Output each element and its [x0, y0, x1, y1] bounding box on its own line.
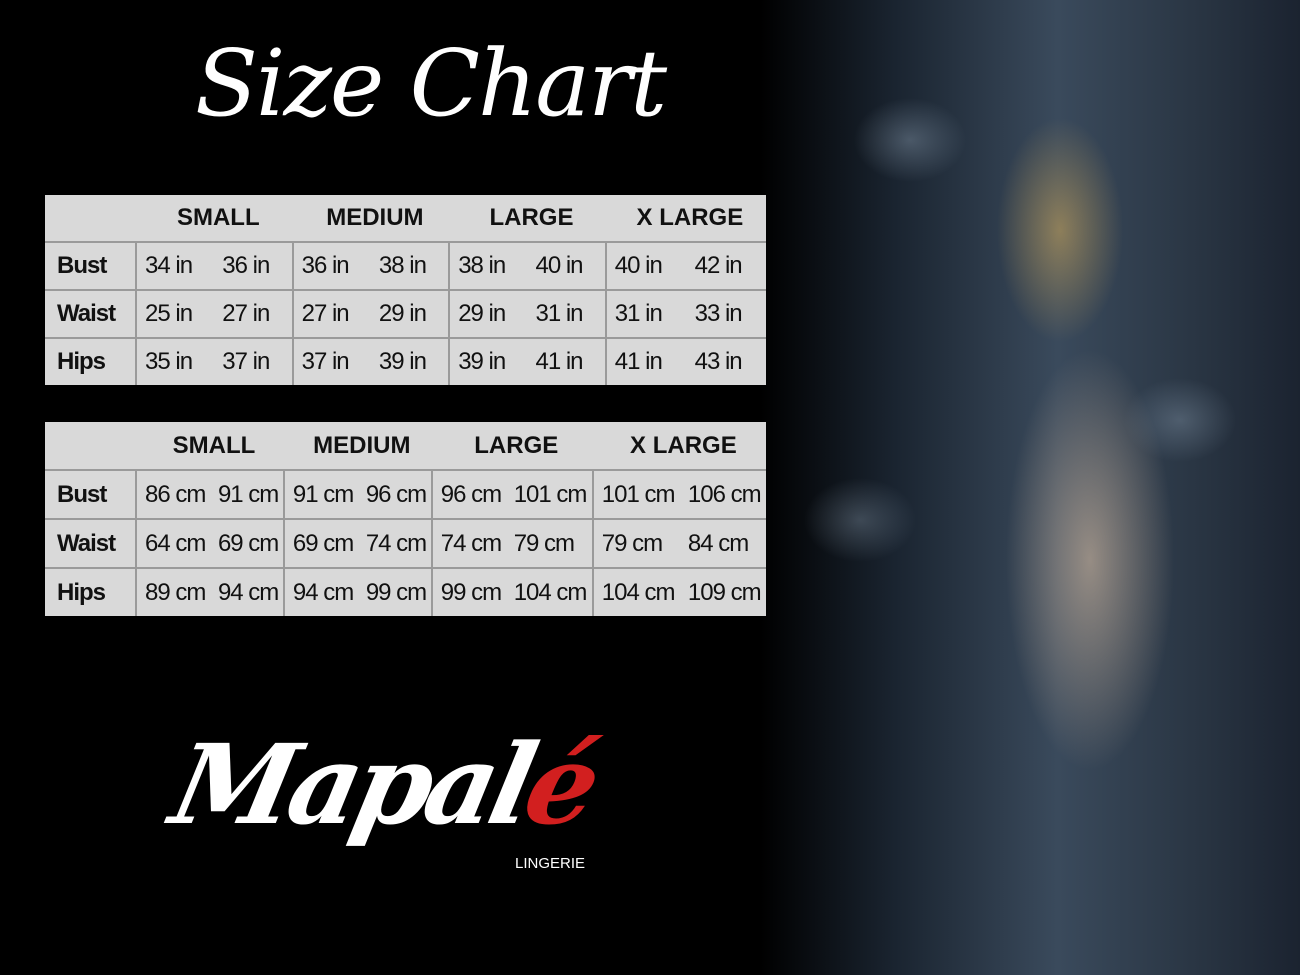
- measurement-cell: 89 cm: [136, 567, 210, 616]
- measurement-cell: 35 in: [136, 337, 215, 385]
- measurement-cell: 69 cm: [209, 518, 285, 568]
- table-row: Bust 34 in 36 in 36 in 38 in 38 in 40 in 40 in 4…: [45, 241, 766, 290]
- brand-logo: Mapalé: [161, 720, 605, 849]
- measurement-cell: 96 cm: [431, 469, 506, 519]
- measurement-cell: 25 in: [136, 289, 215, 338]
- row-label: Bust: [45, 241, 137, 290]
- size-header: X LARGE: [636, 204, 744, 231]
- measurement-cell: 86 cm: [136, 469, 210, 519]
- measurement-cell: 27 in: [214, 289, 294, 338]
- measurement-cell: 37 in: [292, 337, 371, 385]
- size-header: SMALL: [172, 431, 256, 459]
- measurement-cell: 74 cm: [357, 518, 433, 568]
- measurement-cell: 29 in: [449, 289, 528, 338]
- row-label: Bust: [45, 469, 137, 519]
- measurement-cell: 99 cm: [431, 567, 506, 616]
- measurement-cell: 41 in: [527, 337, 607, 385]
- size-table-centimeters: SMALL MEDIUM LARGE X LARGE Bust 86 cm 91 cm 91 …: [45, 422, 766, 616]
- measurement-cell: 84 cm: [679, 518, 766, 568]
- measurement-cell: 91 cm: [283, 469, 358, 519]
- measurement-cell: 101 cm: [505, 469, 594, 519]
- measurement-cell: 39 in: [449, 337, 528, 385]
- measurement-cell: 43 in: [686, 337, 766, 385]
- row-label: Hips: [45, 337, 137, 385]
- corner-cell: [45, 422, 136, 470]
- header-row: SMALL MEDIUM LARGE X LARGE: [45, 422, 766, 470]
- measurement-cell: 79 cm: [505, 518, 594, 568]
- measurement-cell: 29 in: [370, 289, 451, 338]
- model-photo: [760, 0, 1300, 975]
- measurement-cell: 69 cm: [283, 518, 358, 568]
- measurement-cell: 34 in: [136, 241, 215, 290]
- measurement-cell: 42 in: [686, 241, 766, 290]
- size-header: MEDIUM: [326, 204, 424, 231]
- measurement-cell: 40 in: [605, 241, 687, 290]
- measurement-cell: 106 cm: [679, 469, 766, 519]
- measurement-cell: 39 in: [370, 337, 451, 385]
- measurement-cell: 94 cm: [283, 567, 358, 616]
- measurement-cell: 96 cm: [357, 469, 433, 519]
- table-row: Hips 35 in 37 in 37 in 39 in 39 in 41 in 41 in 4…: [45, 337, 766, 385]
- brand-name: Mapal: [161, 720, 542, 849]
- brand-subtitle: LINGERIE: [515, 855, 586, 872]
- size-header: LARGE: [489, 204, 574, 231]
- measurement-cell: 79 cm: [592, 518, 680, 568]
- measurement-cell: 27 in: [292, 289, 371, 338]
- corner-cell: [45, 195, 136, 242]
- measurement-cell: 91 cm: [209, 469, 285, 519]
- table-row: Waist 25 in 27 in 27 in 29 in 29 in 31 in 31 in…: [45, 289, 766, 338]
- measurement-cell: 31 in: [527, 289, 607, 338]
- measurement-cell: 31 in: [605, 289, 687, 338]
- header-row: SMALL MEDIUM LARGE X LARGE: [45, 195, 766, 242]
- measurement-cell: 104 cm: [505, 567, 594, 616]
- row-label: Waist: [45, 289, 137, 338]
- size-table-inches: SMALL MEDIUM LARGE X LARGE Bust 34 in 36 in 36 …: [45, 195, 766, 385]
- row-label: Waist: [45, 518, 137, 568]
- measurement-cell: 40 in: [527, 241, 607, 290]
- row-label: Hips: [45, 567, 137, 616]
- measurement-cell: 74 cm: [431, 518, 506, 568]
- size-header: SMALL: [176, 204, 260, 231]
- measurement-cell: 101 cm: [592, 469, 680, 519]
- measurement-cell: 104 cm: [592, 567, 680, 616]
- page-title: Size Chart: [195, 30, 667, 137]
- size-header: LARGE: [474, 431, 559, 459]
- measurement-cell: 41 in: [605, 337, 687, 385]
- measurement-cell: 64 cm: [136, 518, 210, 568]
- measurement-cell: 33 in: [686, 289, 766, 338]
- size-header: MEDIUM: [313, 431, 411, 459]
- measurement-cell: 38 in: [449, 241, 528, 290]
- measurement-cell: 37 in: [214, 337, 294, 385]
- table-row: Hips 89 cm 94 cm 94 cm 99 cm 99 cm 104 cm 104 c…: [45, 567, 766, 616]
- table-row: Bust 86 cm 91 cm 91 cm 96 cm 96 cm 101 cm 101 c…: [45, 469, 766, 519]
- measurement-cell: 38 in: [370, 241, 451, 290]
- measurement-cell: 36 in: [214, 241, 294, 290]
- size-header: X LARGE: [630, 431, 737, 459]
- measurement-cell: 99 cm: [357, 567, 433, 616]
- measurement-cell: 36 in: [292, 241, 371, 290]
- measurement-cell: 109 cm: [679, 567, 766, 616]
- measurement-cell: 94 cm: [209, 567, 285, 616]
- table-row: Waist 64 cm 69 cm 69 cm 74 cm 74 cm 79 cm 79 cm…: [45, 518, 766, 568]
